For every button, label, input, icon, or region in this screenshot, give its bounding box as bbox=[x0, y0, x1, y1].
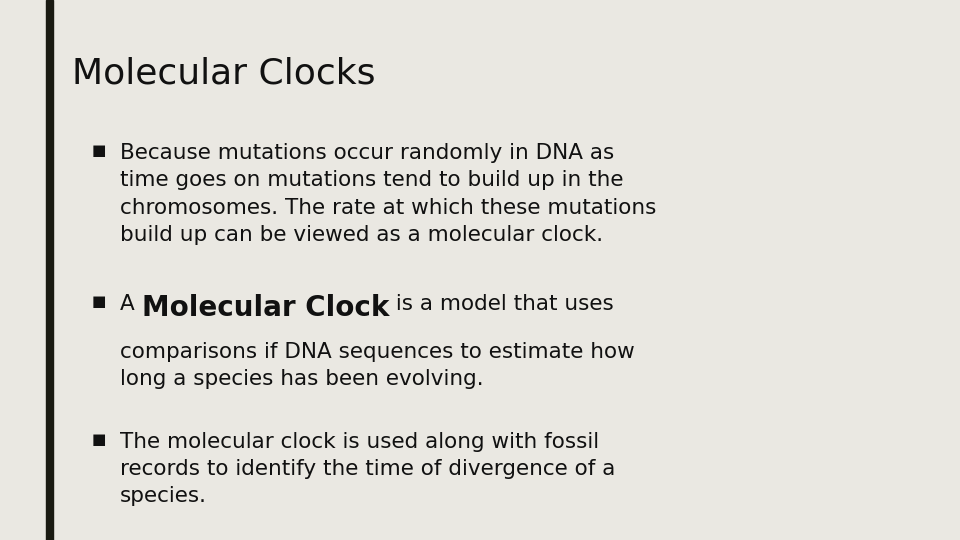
Text: ■: ■ bbox=[91, 143, 106, 158]
Text: The molecular clock is used along with fossil
records to identify the time of di: The molecular clock is used along with f… bbox=[120, 432, 615, 507]
Text: is a model that uses: is a model that uses bbox=[389, 294, 613, 314]
Text: ■: ■ bbox=[91, 294, 106, 309]
Text: ■: ■ bbox=[91, 432, 106, 447]
Text: Because mutations occur randomly in DNA as
time goes on mutations tend to build : Because mutations occur randomly in DNA … bbox=[120, 143, 657, 245]
Text: Molecular Clocks: Molecular Clocks bbox=[72, 57, 375, 91]
Bar bbox=[46, 0, 53, 540]
Text: Molecular Clock: Molecular Clock bbox=[142, 294, 389, 322]
Text: comparisons if DNA sequences to estimate how
long a species has been evolving.: comparisons if DNA sequences to estimate… bbox=[120, 342, 635, 389]
Text: A: A bbox=[120, 294, 142, 314]
